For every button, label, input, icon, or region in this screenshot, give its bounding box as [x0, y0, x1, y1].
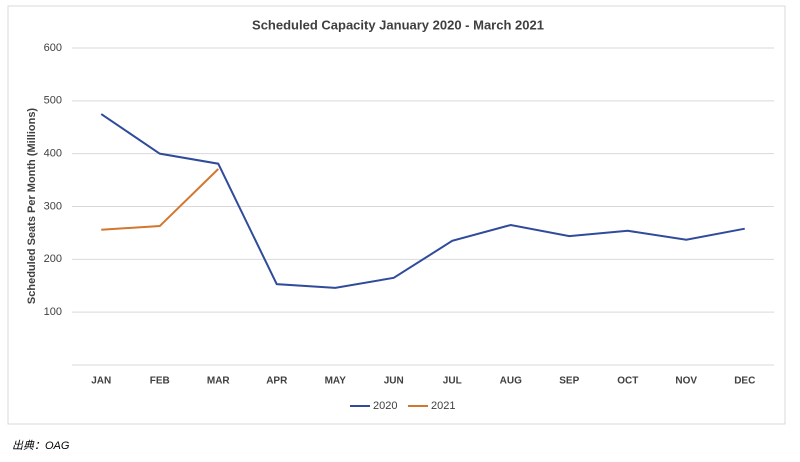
legend-label: 2021	[431, 400, 455, 412]
x-tick-label: DEC	[734, 376, 755, 387]
x-tick-label: JUL	[443, 376, 462, 387]
y-tick-label: 100	[44, 306, 62, 318]
chart-frame	[7, 5, 786, 425]
x-tick-label: NOV	[675, 376, 697, 387]
y-tick-label: 500	[44, 95, 62, 107]
x-tick-label: OCT	[617, 376, 638, 387]
x-tick-label: JAN	[91, 376, 111, 387]
x-tick-label: APR	[266, 376, 288, 387]
x-tick-label: FEB	[150, 376, 170, 387]
line-series	[101, 168, 219, 231]
y-tick-label: 400	[44, 148, 62, 160]
y-tick-label: 300	[44, 200, 62, 212]
x-tick-label: SEP	[559, 376, 579, 387]
x-tick-label: JUN	[384, 376, 404, 387]
source: 出典：OAG	[12, 439, 70, 452]
x-tick-label: AUG	[500, 376, 522, 387]
y-tick-label: 200	[44, 253, 62, 265]
legend-label: 2020	[373, 400, 397, 412]
chart-title: Scheduled Capacity January 2020 - March …	[252, 17, 544, 32]
y-tick-label: 600	[44, 42, 62, 54]
y-axis-label: Scheduled Seats Per Month (Millions)	[26, 108, 38, 305]
x-tick-label: MAY	[325, 376, 347, 387]
line-series	[100, 113, 745, 289]
x-tick-label: MAR	[207, 376, 231, 387]
